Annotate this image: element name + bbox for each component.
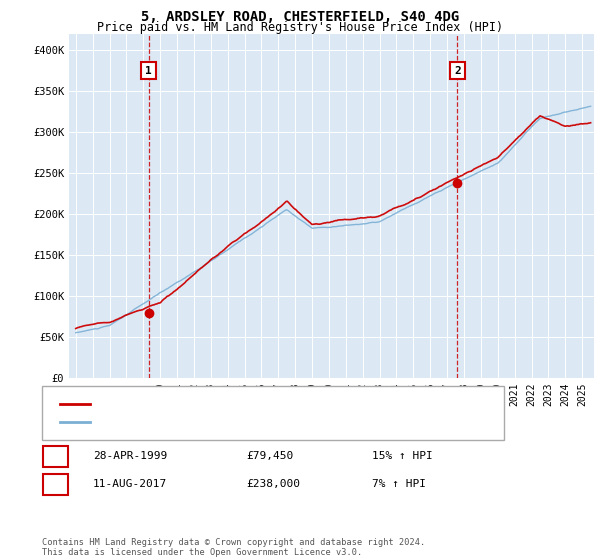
Text: 5, ARDSLEY ROAD, CHESTERFIELD, S40 4DG: 5, ARDSLEY ROAD, CHESTERFIELD, S40 4DG xyxy=(141,10,459,24)
Text: £238,000: £238,000 xyxy=(246,479,300,489)
Text: 1: 1 xyxy=(145,66,152,76)
Text: 7% ↑ HPI: 7% ↑ HPI xyxy=(372,479,426,489)
Text: 5, ARDSLEY ROAD, CHESTERFIELD, S40 4DG (detached house): 5, ARDSLEY ROAD, CHESTERFIELD, S40 4DG (… xyxy=(96,399,440,409)
Text: Contains HM Land Registry data © Crown copyright and database right 2024.
This d: Contains HM Land Registry data © Crown c… xyxy=(42,538,425,557)
Text: 2: 2 xyxy=(454,66,461,76)
Text: 28-APR-1999: 28-APR-1999 xyxy=(93,451,167,461)
Text: 2: 2 xyxy=(52,478,59,491)
Text: HPI: Average price, detached house, Chesterfield: HPI: Average price, detached house, Ches… xyxy=(96,417,396,427)
Text: £79,450: £79,450 xyxy=(246,451,293,461)
Text: Price paid vs. HM Land Registry's House Price Index (HPI): Price paid vs. HM Land Registry's House … xyxy=(97,21,503,34)
Text: 15% ↑ HPI: 15% ↑ HPI xyxy=(372,451,433,461)
Text: 1: 1 xyxy=(52,450,59,463)
Text: 11-AUG-2017: 11-AUG-2017 xyxy=(93,479,167,489)
